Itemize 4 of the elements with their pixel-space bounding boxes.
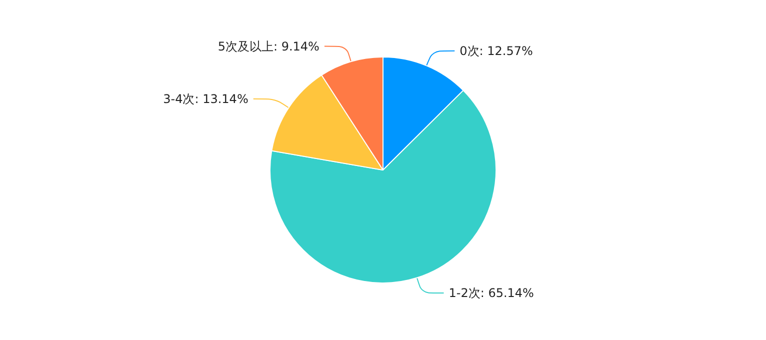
slice-label: 5次及以上: 9.14% bbox=[218, 39, 320, 54]
slice-label: 3-4次: 13.14% bbox=[163, 92, 248, 106]
slice-label: 1-2次: 65.14% bbox=[448, 286, 534, 300]
slice-label: 0次: 12.57% bbox=[460, 44, 533, 58]
